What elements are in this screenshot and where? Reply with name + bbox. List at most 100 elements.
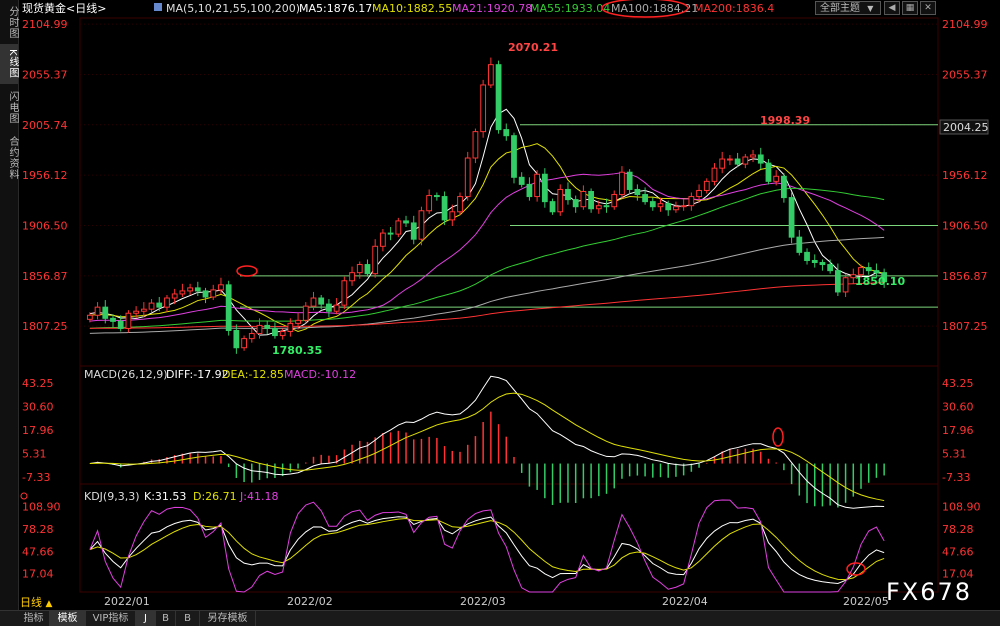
price-tick-left: 2104.99 — [22, 18, 68, 31]
period-selector[interactable]: 日线 ▲ — [20, 596, 70, 610]
tab-save-template[interactable]: 另存模板 — [200, 611, 256, 626]
candle-body — [804, 251, 810, 261]
macd-tick-left: -7.33 — [22, 471, 50, 484]
candle-body — [634, 188, 641, 196]
candle-body — [403, 220, 409, 224]
candle-body — [148, 302, 155, 310]
ma100-highlight-circle — [601, 0, 689, 18]
candle-body — [703, 180, 710, 191]
candle-body — [734, 158, 741, 165]
candle-body — [433, 195, 440, 198]
tab-j[interactable]: J — [136, 611, 156, 626]
candle-body — [603, 205, 610, 208]
price-tick-left: 1807.25 — [22, 320, 68, 333]
candle-body — [102, 306, 109, 319]
candle-body — [827, 264, 834, 272]
macd-title: MACD(26,12,9) — [84, 368, 168, 381]
candle-body — [225, 284, 232, 331]
candle-body — [318, 297, 325, 305]
ma5-line — [89, 108, 885, 336]
macd-diff-value: DIFF:-17.92 — [166, 368, 229, 381]
side-tab-bar: 分时图 K线图 闪电图 合约资料 — [0, 0, 19, 625]
ma100-line — [89, 236, 885, 334]
kdj-tick-left: 47.66 — [22, 545, 54, 558]
candle-body — [750, 154, 756, 158]
macd-value: MACD:-10.12 — [284, 368, 356, 381]
kdj-settings-icon[interactable] — [20, 492, 28, 500]
candle-body — [811, 259, 818, 264]
close-icon[interactable]: ✕ — [920, 1, 936, 15]
candle-body — [117, 320, 124, 329]
back-icon[interactable]: ◀ — [884, 1, 900, 15]
candle-body — [541, 173, 548, 203]
candle-body — [865, 267, 872, 272]
candle-body — [757, 154, 764, 164]
macd-tick-right: 17.96 — [942, 424, 974, 437]
candle-body — [626, 171, 633, 190]
candle-body — [380, 232, 386, 247]
grid-icon[interactable]: ▦ — [902, 1, 918, 15]
ma21-line — [89, 172, 885, 322]
candle-body — [719, 158, 726, 169]
ma5-value: MA5:1876.17 — [299, 2, 372, 15]
price-panel-frame — [79, 17, 939, 367]
period-label: 日线 — [20, 596, 42, 609]
theme-dropdown[interactable]: 全部主题 ▼ — [815, 1, 881, 15]
ma100-value: MA100:1884.21 — [611, 2, 698, 15]
candle-body — [441, 196, 448, 221]
side-tab-kline[interactable]: K线图 — [0, 44, 18, 84]
ma55-line — [89, 187, 885, 329]
side-tab-flash[interactable]: 闪电图 — [7, 90, 18, 124]
price-axis: 2104.992104.992055.372055.372005.742005.… — [22, 18, 988, 333]
candle-body — [503, 129, 510, 137]
candle-body — [881, 272, 888, 283]
macd-tick-left: 17.96 — [22, 424, 54, 437]
candle-body — [179, 290, 186, 295]
candle-body — [649, 201, 656, 208]
tab-templates[interactable]: 模板 — [50, 611, 86, 626]
candle-body — [333, 304, 340, 312]
candle-body — [781, 175, 787, 199]
candle-body — [611, 194, 618, 208]
kdj-tick-right: 47.66 — [942, 545, 974, 558]
ma200-line — [89, 282, 885, 329]
candle-body — [511, 135, 517, 178]
candlestick-series — [86, 57, 888, 354]
kdj-d-line — [89, 517, 885, 581]
tab-b1[interactable]: B — [156, 611, 176, 626]
indicator-icon[interactable] — [154, 3, 162, 11]
ma55-value: MA55:1933.04 — [530, 2, 610, 15]
tab-b2[interactable]: B — [176, 611, 200, 626]
candle-body — [773, 175, 780, 182]
candle-body — [873, 270, 880, 274]
candle-body — [565, 188, 571, 201]
ma10-value: MA10:1882.55 — [372, 2, 452, 15]
candle-body — [449, 211, 456, 221]
candle-body — [341, 280, 348, 306]
candle-body — [688, 196, 695, 207]
candle-body — [619, 171, 625, 196]
candle-body — [387, 232, 394, 235]
macd-axis: 43.25 43.25 30.60 30.60 17.96 17.96 5.31 5.31 -7… — [22, 377, 974, 484]
candle-body — [171, 293, 178, 299]
tab-indicators[interactable]: 指标 — [18, 611, 50, 626]
kdj-j-value: J:41.18 — [239, 490, 278, 503]
candle-body — [464, 157, 471, 198]
price-tick-right: 1956.12 — [942, 169, 988, 182]
tab-vip-indicators[interactable]: VIP指标 — [86, 611, 136, 626]
candle-body — [711, 167, 718, 182]
candle-body — [279, 331, 286, 337]
side-tab-contract-info[interactable]: 合约资料 — [7, 136, 18, 180]
candle-body — [426, 195, 433, 212]
candle-body — [727, 158, 733, 161]
candle-body — [665, 203, 672, 211]
candle-body — [156, 302, 163, 308]
month-label: 2022/03 — [460, 595, 506, 608]
side-tab-timeshare[interactable]: 分时图 — [7, 5, 18, 39]
month-label: 2022/04 — [662, 595, 708, 608]
kdj-cross-circle — [846, 562, 866, 576]
macd-dea-value: DEA:-12.85 — [222, 368, 284, 381]
candle-body — [819, 262, 826, 266]
